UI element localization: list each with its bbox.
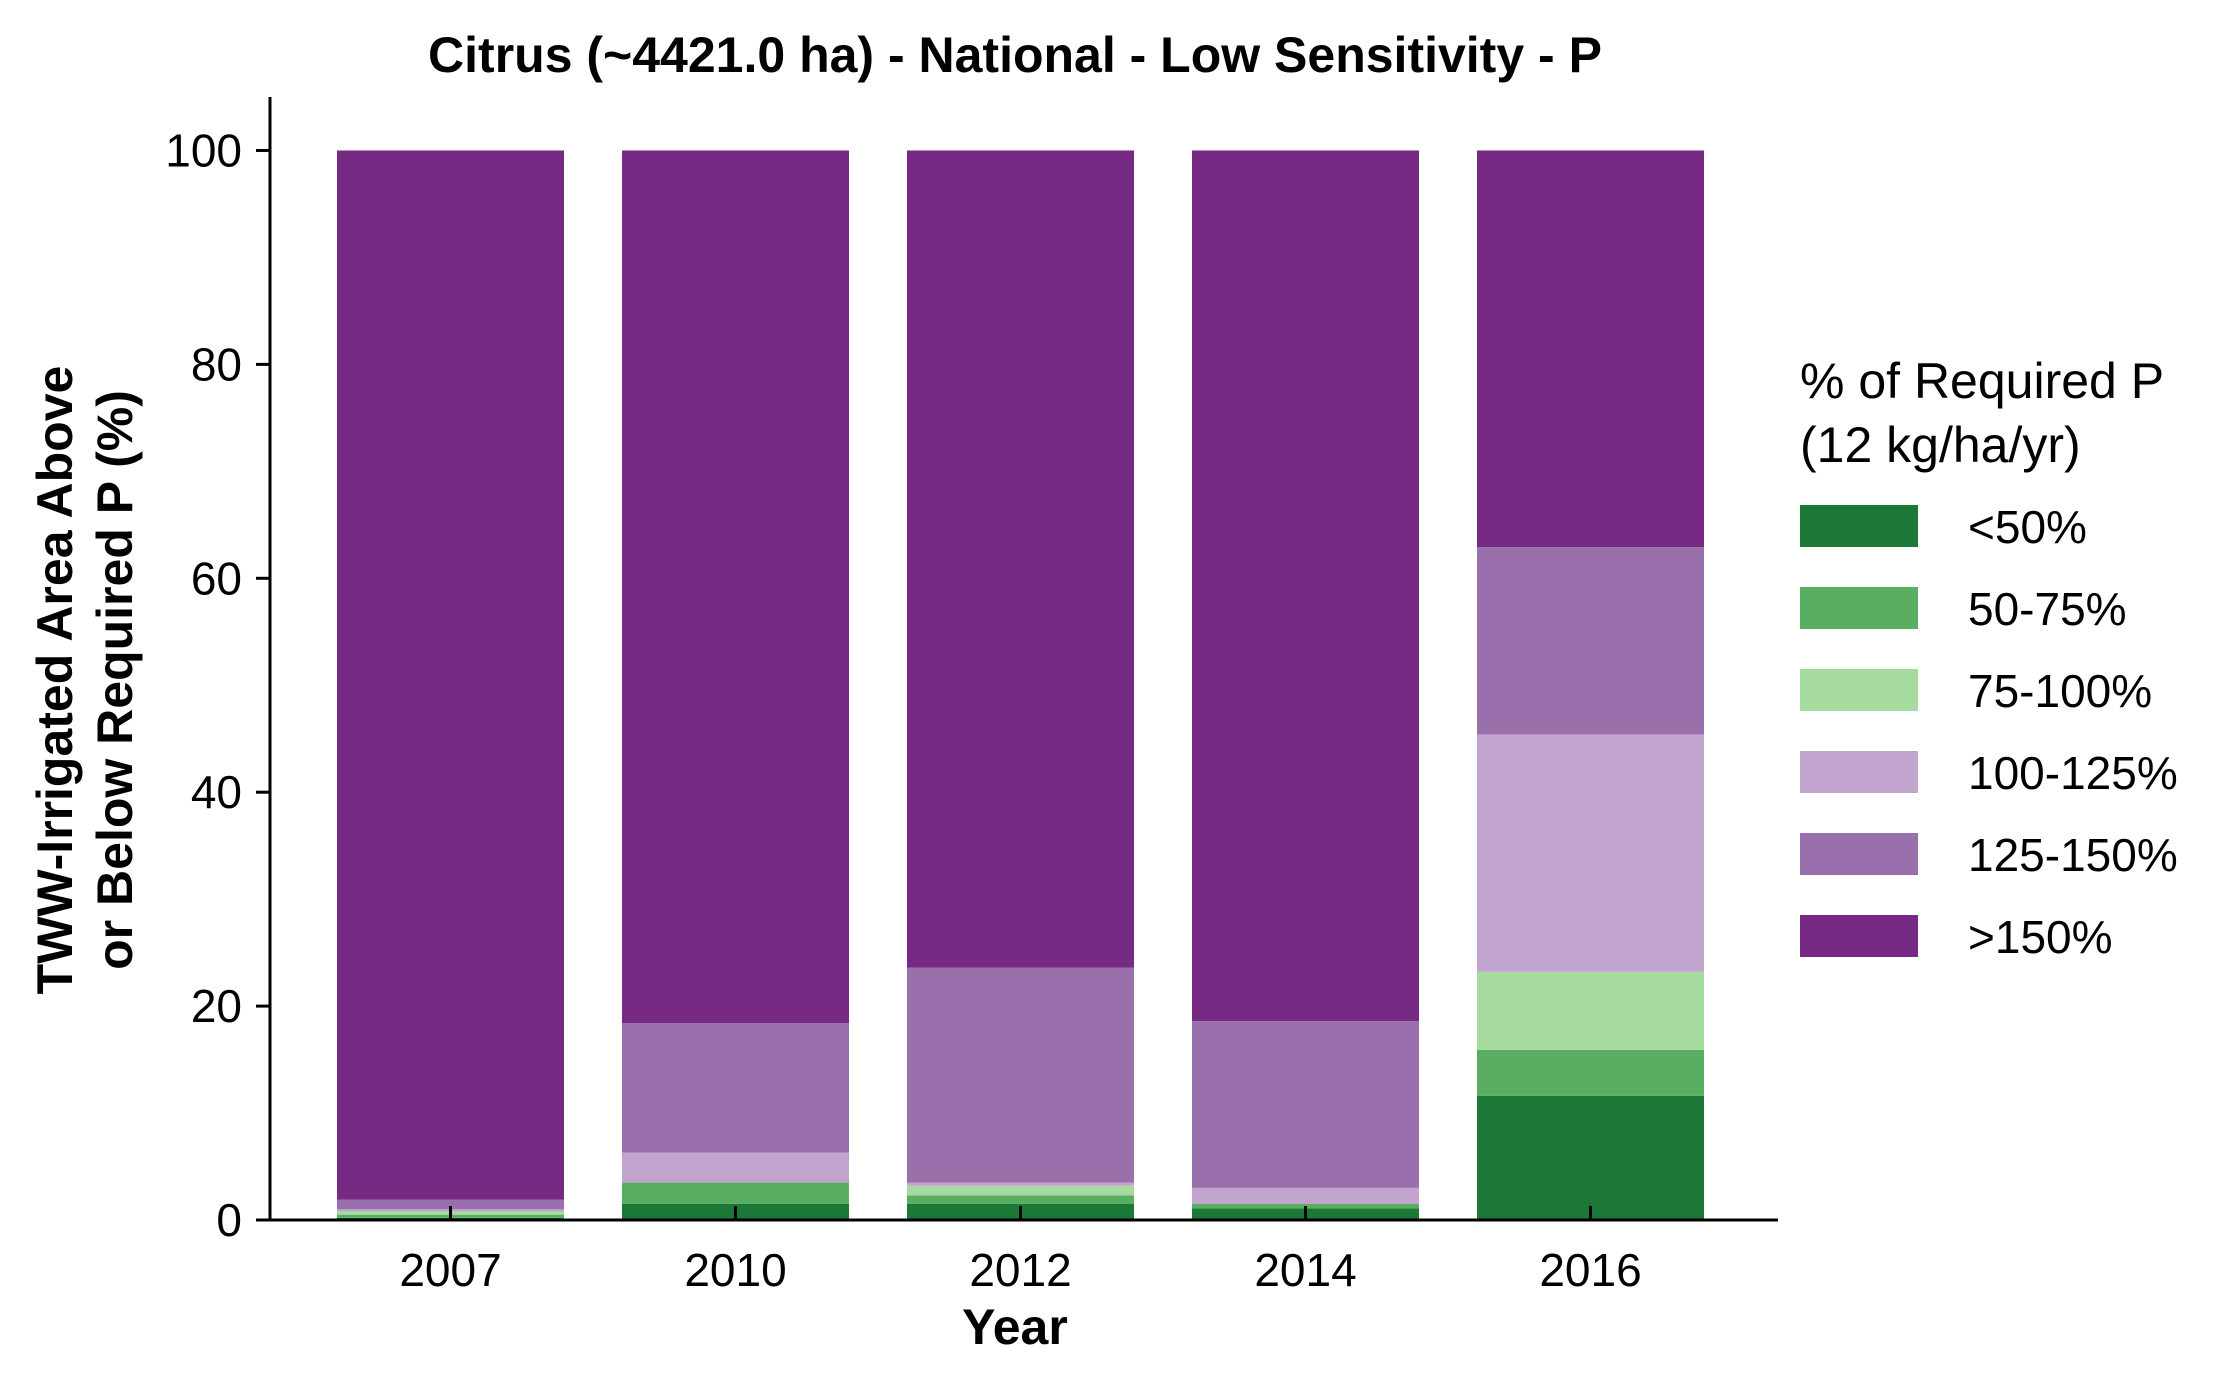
legend-label-5: >150% <box>1968 911 2113 963</box>
bar-segment-2007-4 <box>337 1199 564 1210</box>
bar-segment-2010-3 <box>622 1152 849 1183</box>
bar-segment-2014-3 <box>1192 1187 1419 1204</box>
legend-swatch-1 <box>1800 587 1918 629</box>
bar-segment-2016-3 <box>1477 734 1704 972</box>
legend-label-0: <50% <box>1968 501 2087 553</box>
y-tick-label-60: 60 <box>191 552 242 604</box>
legend-swatch-0 <box>1800 505 1918 547</box>
legend-swatch-4 <box>1800 833 1918 875</box>
x-axis-title: Year <box>962 1299 1068 1355</box>
bar-segment-2014-5 <box>1192 150 1419 1022</box>
bar-segment-2012-4 <box>907 967 1134 1183</box>
legend-swatch-3 <box>1800 751 1918 793</box>
axes: 0 20 40 60 80 100 2007 2010 2012 2014 2016 <box>165 97 1778 1296</box>
bars <box>337 150 1704 1220</box>
x-tick-label-2014: 2014 <box>1254 1244 1356 1296</box>
legend: % of Required P (12 kg/ha/yr) <50% 50-75% 75… <box>1800 353 2178 963</box>
y-tick-label-100: 100 <box>165 124 242 176</box>
bar-segment-2016-1 <box>1477 1049 1704 1096</box>
bar-segment-2016-2 <box>1477 971 1704 1050</box>
bar-segment-2016-0 <box>1477 1095 1704 1220</box>
legend-title-line-1: % of Required P <box>1800 353 2164 409</box>
x-tick-label-2016: 2016 <box>1539 1244 1641 1296</box>
bar-segment-2012-2 <box>907 1185 1134 1196</box>
bar-segment-2012-3 <box>907 1182 1134 1186</box>
bar-segment-2016-5 <box>1477 150 1704 548</box>
legend-label-3: 100-125% <box>1968 747 2178 799</box>
legend-title-line-2: (12 kg/ha/yr) <box>1800 417 2081 473</box>
legend-label-4: 125-150% <box>1968 829 2178 881</box>
y-axis-title-line-1: TWW-Irrigated Area Above <box>27 366 83 995</box>
y-tick-label-20: 20 <box>191 980 242 1032</box>
legend-label-1: 50-75% <box>1968 583 2127 635</box>
y-tick-label-40: 40 <box>191 766 242 818</box>
legend-swatch-2 <box>1800 669 1918 711</box>
bar-segment-2012-5 <box>907 150 1134 968</box>
y-axis-title: TWW-Irrigated Area Above or Below Requir… <box>27 366 143 995</box>
legend-swatch-5 <box>1800 915 1918 957</box>
bar-segment-2016-4 <box>1477 547 1704 735</box>
bar-segment-2010-5 <box>622 150 849 1024</box>
y-tick-label-80: 80 <box>191 338 242 390</box>
bar-segment-2010-4 <box>622 1023 849 1153</box>
x-tick-label-2007: 2007 <box>399 1244 501 1296</box>
bar-segment-2007-5 <box>337 150 564 1200</box>
x-tick-label-2012: 2012 <box>969 1244 1071 1296</box>
bar-segment-2010-1 <box>622 1182 849 1204</box>
y-tick-label-0: 0 <box>216 1194 242 1246</box>
bar-segment-2012-1 <box>907 1195 1134 1204</box>
y-axis-title-line-2: or Below Required P (%) <box>87 390 143 970</box>
chart-title: Citrus (~4421.0 ha) - National - Low Sen… <box>428 27 1602 83</box>
bar-segment-2014-4 <box>1192 1021 1419 1188</box>
x-tick-label-2010: 2010 <box>684 1244 786 1296</box>
legend-label-2: 75-100% <box>1968 665 2152 717</box>
